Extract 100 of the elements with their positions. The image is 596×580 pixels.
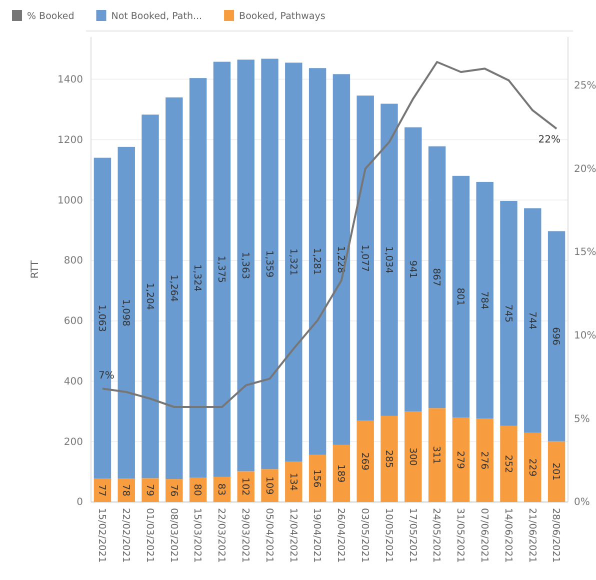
data-label: 867 [430, 268, 442, 286]
y-tick-label: 400 [64, 376, 83, 388]
data-label: 134 [287, 472, 298, 491]
bar [332, 74, 350, 445]
data-label: 1,359 [263, 250, 274, 278]
data-label: 941 [406, 260, 418, 278]
x-tick-label: 05/04/2021 [263, 508, 274, 563]
bar [428, 408, 446, 502]
x-tick-label: 29/03/2021 [240, 508, 251, 563]
y2-tick-label: 0% [574, 497, 590, 508]
data-label: 696 [550, 327, 562, 346]
data-label: 1,063 [96, 304, 108, 332]
bar [94, 478, 112, 502]
bar [261, 469, 278, 502]
y2-tick-label: 15% [574, 247, 596, 258]
bar [500, 426, 518, 502]
bar [356, 96, 374, 421]
bar [452, 418, 470, 502]
data-label: 279 [454, 450, 466, 469]
bar [189, 78, 207, 478]
bar [142, 478, 159, 502]
data-label: 1,264 [168, 274, 179, 302]
x-tick-label: 28/06/2021 [550, 508, 562, 563]
data-label: 252 [502, 454, 514, 474]
data-label: 1,375 [216, 256, 227, 283]
data-label: 102 [240, 478, 251, 496]
data-label: 22% [538, 134, 561, 146]
y-tick-label: 1000 [58, 195, 83, 206]
bar [404, 411, 422, 502]
x-tick-label: 08/03/2021 [168, 508, 179, 563]
bar [332, 444, 350, 502]
bar [524, 432, 542, 502]
data-label: 1,077 [359, 244, 370, 272]
x-tick-label: 01/03/2021 [144, 508, 155, 563]
y2-tick-label: 20% [574, 164, 596, 175]
data-label: 1,034 [382, 246, 394, 274]
data-label: 285 [382, 450, 394, 468]
data-label: 1,324 [192, 264, 203, 292]
bar [308, 454, 326, 502]
x-tick-label: 22/02/2021 [120, 508, 132, 563]
y-tick-label: 200 [64, 436, 83, 448]
y-tick-label: 800 [64, 256, 83, 267]
data-label: 1,281 [311, 248, 322, 276]
data-label: 109 [263, 476, 274, 495]
bar [356, 420, 374, 502]
data-label: 79 [144, 484, 155, 496]
x-tick-label: 21/06/2021 [526, 508, 538, 563]
bar [452, 176, 470, 418]
data-label: 76 [168, 484, 179, 497]
data-label: 269 [359, 452, 370, 470]
data-label: 77 [96, 484, 108, 496]
bar [118, 146, 135, 478]
bar [380, 416, 398, 502]
x-tick-label: 17/05/2021 [406, 508, 418, 563]
x-tick-label: 15/03/2021 [192, 508, 203, 563]
x-tick-label: 31/05/2021 [454, 508, 466, 563]
data-label: 1,098 [120, 299, 132, 326]
data-label: 189 [335, 464, 346, 483]
y-tick-label: 1400 [58, 74, 83, 86]
data-label: 78 [120, 484, 132, 496]
bar [285, 462, 302, 502]
y-tick-label: 1200 [58, 134, 83, 146]
bar [524, 208, 542, 433]
data-label: 276 [478, 451, 490, 470]
x-tick-label: 24/05/2021 [430, 508, 442, 563]
data-label: 1,363 [240, 252, 251, 280]
data-label: 1,204 [144, 282, 155, 310]
x-tick-label: 22/03/2021 [216, 508, 227, 563]
x-tick-label: 03/05/2021 [359, 508, 370, 563]
bar [404, 127, 422, 412]
x-tick-label: 10/05/2021 [382, 508, 394, 563]
bar [476, 182, 494, 419]
bar [285, 62, 302, 462]
bar [308, 68, 326, 455]
bar [166, 479, 183, 502]
x-tick-label: 15/02/2021 [96, 508, 108, 563]
bar [380, 104, 398, 416]
data-label: 744 [526, 311, 538, 330]
bar [213, 62, 231, 477]
y-axis-title: RTT [30, 259, 41, 279]
legend-label: Not Booked, Path... [111, 11, 202, 22]
x-tick-label: 19/04/2021 [311, 508, 322, 563]
data-label: 311 [430, 446, 442, 464]
data-label: 1,321 [287, 248, 298, 276]
x-tick-label: 14/06/2021 [502, 508, 514, 563]
x-tick-label: 07/06/2021 [478, 508, 490, 563]
bar [548, 441, 566, 502]
legend-label: Booked, Pathways [239, 11, 326, 22]
y2-tick-label: 5% [574, 414, 590, 425]
data-label: 201 [550, 462, 562, 481]
data-label: 300 [406, 448, 418, 466]
bar [548, 231, 566, 442]
bar [476, 418, 494, 502]
bar [237, 60, 254, 472]
bar [142, 114, 159, 478]
bar [428, 146, 446, 408]
bar [166, 97, 183, 480]
y2-tick-label: 10% [574, 330, 596, 342]
data-label: 745 [502, 304, 514, 323]
x-tick-label: 26/04/2021 [335, 508, 346, 563]
